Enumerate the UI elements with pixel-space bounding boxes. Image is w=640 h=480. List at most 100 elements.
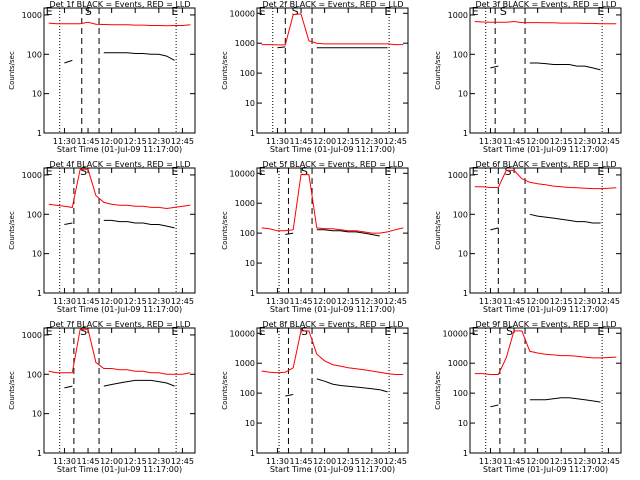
- y-tick-label: 1: [37, 449, 42, 458]
- plot-frame: [256, 327, 409, 454]
- y-tick-label: 1000: [235, 199, 255, 208]
- x-tick-label: 11:30: [53, 457, 76, 466]
- x-axis-label: Start Time (01-Jul-09 11:17:00): [270, 305, 395, 314]
- y-axis-label: Counts/sec: [8, 51, 16, 90]
- annotation: E: [472, 325, 479, 338]
- annotation: E: [472, 5, 479, 18]
- series-line: [474, 330, 617, 375]
- y-tick-label: 100: [27, 50, 42, 59]
- y-tick-label: 1000: [22, 11, 42, 20]
- annotation: S: [301, 165, 308, 178]
- y-tick-label: 100: [240, 229, 255, 238]
- y-tick-label: 10: [458, 90, 468, 99]
- x-tick-label: 12:30: [573, 457, 596, 466]
- x-tick-label: 11:45: [503, 297, 526, 306]
- panel: Det 8f BLACK = Events, RED = LLD 1 10 100 10…: [221, 320, 409, 474]
- x-tick-label: 12:30: [147, 457, 170, 466]
- series-line: [490, 62, 601, 71]
- x-tick-label: 12:45: [384, 297, 407, 306]
- y-tick-label: 10: [245, 99, 255, 108]
- y-tick-label: 100: [240, 69, 255, 78]
- chart-title: Det 6f BLACK = Events, RED = LLD: [475, 160, 616, 169]
- panel: Det 3f BLACK = Events, RED = LLD 1 10 100 10…: [434, 0, 622, 154]
- x-tick-label: 11:30: [266, 297, 289, 306]
- x-tick-label: 11:30: [266, 137, 289, 146]
- y-tick-label: 1: [250, 129, 255, 138]
- series-line: [277, 46, 388, 49]
- x-tick-label: 12:30: [573, 137, 596, 146]
- x-tick-label: 12:00: [313, 457, 336, 466]
- annotation: E: [597, 165, 604, 178]
- x-tick-label: 11:45: [77, 137, 100, 146]
- annotation: E: [46, 165, 53, 178]
- annotation: E: [171, 165, 178, 178]
- y-tick-label: 1: [37, 289, 42, 298]
- x-axis-label: Start Time (01-Jul-09 11:17:00): [483, 145, 608, 154]
- plot-frame: [256, 167, 409, 294]
- panel: Det 9f BLACK = Events, RED = LLD 1 10 100 10…: [434, 320, 622, 474]
- y-axis-label: Counts/sec: [434, 371, 442, 410]
- x-tick-label: 12:45: [171, 457, 194, 466]
- y-axis-label: Counts/sec: [221, 51, 229, 90]
- plot-frame: [469, 7, 622, 134]
- chart-title: Det 2f BLACK = Events, RED = LLD: [262, 0, 403, 9]
- plot-frame: [469, 167, 622, 294]
- annotation: E: [597, 5, 604, 18]
- y-tick-label: 1000: [448, 171, 468, 180]
- chart-title: Det 4f BLACK = Events, RED = LLD: [49, 160, 190, 169]
- x-tick-label: 12:30: [360, 457, 383, 466]
- x-axis-label: Start Time (01-Jul-09 11:17:00): [57, 305, 182, 314]
- y-tick-label: 10000: [230, 169, 255, 178]
- series-line: [490, 213, 601, 231]
- annotation: E: [384, 5, 391, 18]
- x-tick-label: 12:30: [360, 297, 383, 306]
- series-line: [64, 219, 175, 229]
- annotation: S: [80, 325, 87, 338]
- annotation: S: [85, 5, 92, 18]
- y-tick-label: 1: [463, 289, 468, 298]
- plot-frame: [256, 7, 409, 134]
- series-line: [261, 13, 404, 46]
- panel: Det 6f BLACK = Events, RED = LLD 1 10 100 10…: [434, 160, 622, 314]
- annotation: E: [472, 165, 479, 178]
- x-tick-label: 11:30: [53, 137, 76, 146]
- y-tick-label: 1000: [22, 171, 42, 180]
- y-tick-label: 1000: [235, 359, 255, 368]
- y-tick-label: 1: [250, 289, 255, 298]
- series-line: [285, 229, 380, 237]
- x-axis-label: Start Time (01-Jul-09 11:17:00): [483, 305, 608, 314]
- x-tick-label: 12:15: [550, 137, 573, 146]
- y-tick-label: 10000: [443, 329, 468, 338]
- y-tick-label: 10000: [230, 329, 255, 338]
- series-line: [48, 328, 191, 375]
- y-tick-label: 10: [245, 259, 255, 268]
- chart-title: Det 8f BLACK = Events, RED = LLD: [262, 320, 403, 329]
- x-tick-label: 12:45: [597, 137, 620, 146]
- series-line: [474, 20, 617, 25]
- y-axis-label: Counts/sec: [8, 371, 16, 410]
- annotation: E: [259, 325, 266, 338]
- annotation: E: [259, 5, 266, 18]
- panel: Det 1f BLACK = Events, RED = LLD 1 10 100 10…: [8, 0, 196, 154]
- x-tick-label: 12:00: [313, 297, 336, 306]
- x-tick-label: 12:00: [526, 457, 549, 466]
- annotation: S: [500, 5, 507, 18]
- x-tick-label: 11:45: [290, 457, 313, 466]
- annotation: E: [384, 325, 391, 338]
- annotation: S: [80, 165, 87, 178]
- y-tick-label: 10: [458, 250, 468, 259]
- annotation: E: [384, 165, 391, 178]
- y-tick-label: 10: [32, 90, 42, 99]
- x-tick-label: 12:15: [124, 137, 147, 146]
- x-tick-label: 12:45: [597, 457, 620, 466]
- annotation: E: [46, 325, 53, 338]
- chart-title: Det 5f BLACK = Events, RED = LLD: [262, 160, 403, 169]
- x-tick-label: 11:30: [479, 297, 502, 306]
- x-axis-label: Start Time (01-Jul-09 11:17:00): [57, 465, 182, 474]
- annotation: E: [171, 325, 178, 338]
- annotation: E: [259, 165, 266, 178]
- panel: Det 2f BLACK = Events, RED = LLD 1 10 100 10…: [221, 0, 409, 154]
- x-axis-label: Start Time (01-Jul-09 11:17:00): [57, 145, 182, 154]
- y-tick-label: 10: [458, 419, 468, 428]
